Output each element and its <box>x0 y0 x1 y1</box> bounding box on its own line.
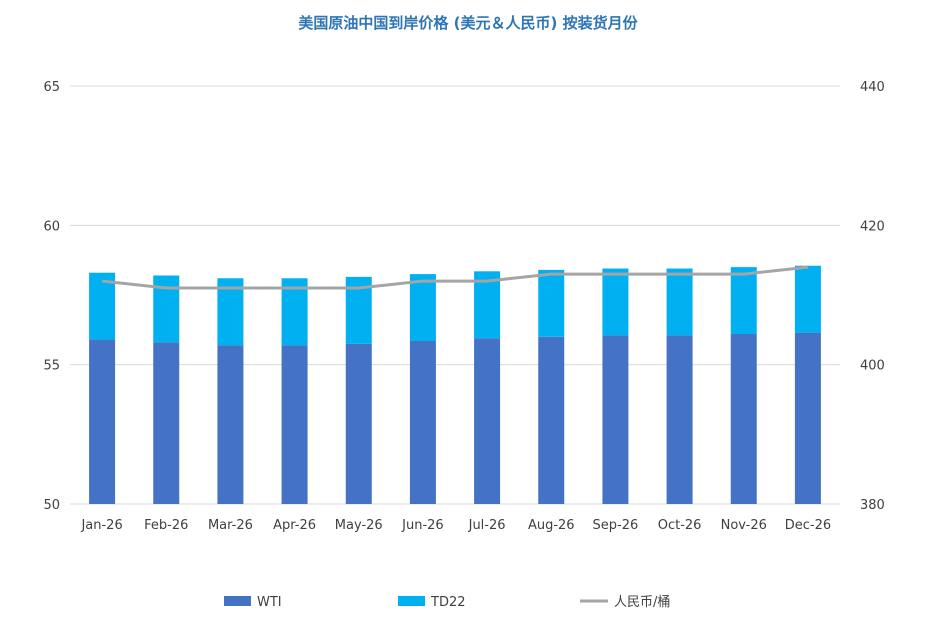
y-right-tick-label: 420 <box>860 219 885 234</box>
x-tick-label: Aug-26 <box>528 518 575 533</box>
chart-title: 美国原油中国到岸价格 (美元＆人民币) 按装货月份 <box>298 14 638 32</box>
x-tick-label: Jun-26 <box>401 518 444 533</box>
legend-swatch-wti <box>224 596 251 606</box>
legend-label-td22: TD22 <box>430 595 466 610</box>
bar-td22 <box>153 275 180 343</box>
x-tick-label: Nov-26 <box>721 518 767 533</box>
bar-wti <box>281 345 308 504</box>
legend-swatch-td22 <box>398 596 425 606</box>
bar-wti <box>409 340 436 504</box>
y-left-tick-label: 50 <box>43 498 60 513</box>
bar-wti <box>666 335 693 504</box>
y-left-tick-label: 60 <box>43 219 60 234</box>
y-right-tick-label: 440 <box>860 80 885 95</box>
bar-td22 <box>538 269 565 337</box>
bar-td22 <box>89 272 116 340</box>
right-axis-ticks: 380 400 420 440 <box>860 80 885 513</box>
x-tick-label: Jan-26 <box>80 518 122 533</box>
legend: WTI TD22 人民币/桶 <box>224 595 670 610</box>
bar-td22 <box>730 267 757 335</box>
bar-td22 <box>794 265 821 333</box>
bar-td22 <box>409 274 436 341</box>
y-left-tick-label: 65 <box>43 80 60 95</box>
bar-wti <box>730 334 757 504</box>
y-right-tick-label: 400 <box>860 359 885 374</box>
legend-label-rmb: 人民币/桶 <box>614 595 670 610</box>
rmb-line-layer <box>101 265 809 290</box>
line-rmb <box>101 265 809 290</box>
x-tick-label: Apr-26 <box>273 518 316 533</box>
bar-wti <box>794 332 821 504</box>
x-tick-label: Oct-26 <box>658 518 702 533</box>
bar-td22 <box>602 268 629 336</box>
gridlines <box>70 85 840 505</box>
bar-wti <box>345 343 372 504</box>
x-tick-label: Jul-26 <box>468 518 506 533</box>
y-left-tick-label: 55 <box>43 359 60 374</box>
legend-label-wti: WTI <box>257 595 282 610</box>
x-axis-ticks: Jan-26 Feb-26 Mar-26 Apr-26 May-26 Jun-26 Jul-… <box>80 518 831 533</box>
y-right-tick-label: 380 <box>860 498 885 513</box>
bar-td22 <box>666 268 693 336</box>
bar-wti <box>602 335 629 504</box>
bar-wti <box>153 342 180 504</box>
x-tick-label: Mar-26 <box>208 518 253 533</box>
bar-wti <box>89 339 116 504</box>
bar-wti <box>474 338 501 504</box>
x-tick-label: Feb-26 <box>144 518 188 533</box>
x-tick-label: Dec-26 <box>785 518 831 533</box>
bars <box>89 265 821 504</box>
x-tick-label: May-26 <box>335 518 383 533</box>
bar-wti <box>538 336 565 504</box>
left-axis-ticks: 50 55 60 65 <box>43 80 60 513</box>
bar-wti <box>217 345 244 504</box>
x-tick-label: Sep-26 <box>593 518 639 533</box>
